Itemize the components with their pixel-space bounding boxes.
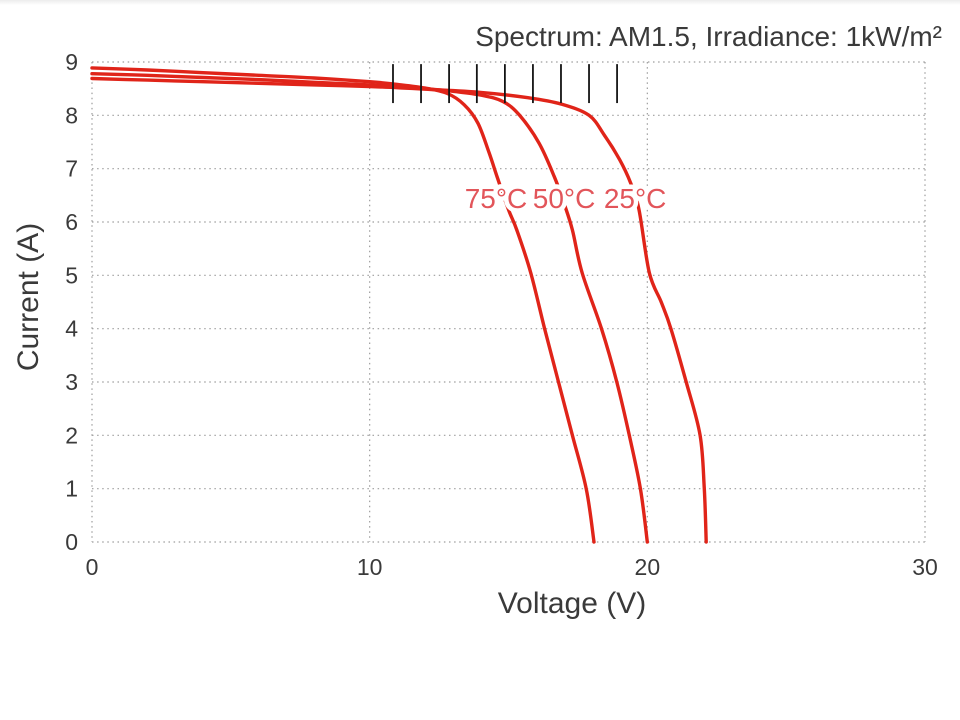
curve-75c <box>90 66 596 544</box>
curve-25c <box>90 76 708 544</box>
y-tick-label: 0 <box>65 529 78 555</box>
y-tick-label: 6 <box>65 209 78 235</box>
curve-label-75c: 75°C <box>465 183 528 214</box>
chart-title: Spectrum: AM1.5, Irradiance: 1kW/m² <box>475 21 942 52</box>
y-tick-label: 8 <box>65 102 78 128</box>
y-tick-label: 3 <box>65 369 78 395</box>
y-tick-label: 9 <box>65 49 78 75</box>
y-tick-label: 4 <box>65 316 78 342</box>
y-tick-label: 7 <box>65 156 78 182</box>
curve-label-25c: 25°C <box>604 183 667 214</box>
x-axis-title: Voltage (V) <box>497 587 647 620</box>
curve-label-50c: 50°C <box>533 183 596 214</box>
x-tick-label: 10 <box>357 554 383 580</box>
x-tick-label: 0 <box>86 554 99 580</box>
y-tick-label: 2 <box>65 422 78 448</box>
y-tick-label: 1 <box>65 476 78 502</box>
y-tick-label: 5 <box>65 262 78 288</box>
x-tick-label: 20 <box>635 554 661 580</box>
x-tick-label: 30 <box>912 554 938 580</box>
top-edge-shading <box>0 0 960 5</box>
curve-50c <box>90 72 649 544</box>
y-axis-title: Current (A) <box>12 222 45 372</box>
